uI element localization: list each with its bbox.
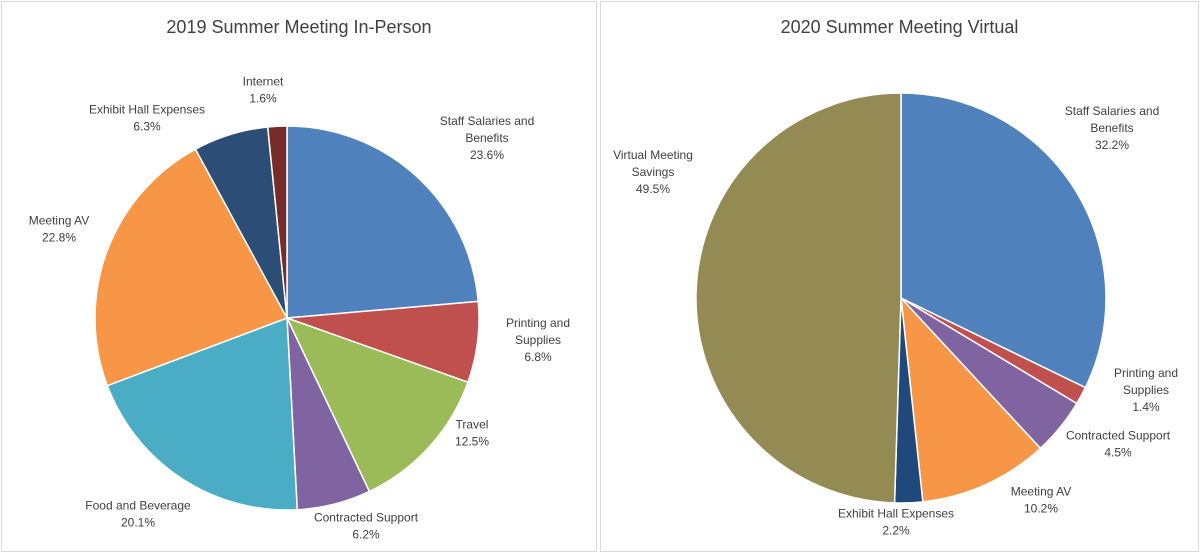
pie-slice-virtual-meeting-savings <box>695 92 902 504</box>
slice-label-contracted-support: Contracted Support 4.5% <box>1066 429 1171 460</box>
slice-label-exhibit-hall-expenses: Exhibit Hall Expenses 6.3% <box>89 103 205 134</box>
slice-label-staff-salaries-and-benefits: Staff Salaries and Benefits 23.6% <box>440 114 535 162</box>
pie-slice-internet <box>266 125 288 319</box>
pie-slice-staff-salaries-and-benefits <box>900 92 1107 389</box>
pie-slice-travel <box>286 317 469 493</box>
chart-title-2020: 2020 Summer Meeting Virtual <box>780 17 1019 37</box>
slice-label-travel: Travel 12.5% <box>455 418 489 449</box>
slice-label-meeting-av: Meeting AV 22.8% <box>29 214 89 245</box>
slice-label-food-and-beverage: Food and Beverage 20.1% <box>85 499 191 530</box>
slice-label-exhibit-hall-expenses: Exhibit Hall Expenses 2.2% <box>838 507 954 538</box>
slice-label-internet: Internet 1.6% <box>243 75 284 106</box>
pie-slice-staff-salaries-and-benefits <box>286 125 480 319</box>
chart-panel-2019: 2019 Summer Meeting In-Person Staff Sala… <box>1 1 597 552</box>
chart-panel-2020: 2020 Summer Meeting Virtual Staff Salari… <box>600 1 1199 552</box>
pie-chart-2019: Staff Salaries and Benefits 23.6% Printing … <box>29 75 570 542</box>
slice-label-meeting-av: Meeting AV 10.2% <box>1011 485 1071 516</box>
pie-slice-meeting-av <box>94 148 288 387</box>
slice-label-printing-and-supplies: Printing and Supplies 1.4% <box>1114 366 1178 414</box>
slice-label-contracted-support: Contracted Support 6.2% <box>314 511 419 542</box>
slice-label-virtual-meeting-savings: Virtual Meeting Savings 49.5% <box>613 148 693 196</box>
slice-label-staff-salaries-and-benefits: Staff Salaries and Benefits 32.2% <box>1065 104 1160 152</box>
slice-label-printing-and-supplies: Printing and Supplies 6.8% <box>506 316 570 364</box>
pie-slice-food-and-beverage <box>106 317 299 511</box>
pie-chart-2020: Staff Salaries and Benefits 32.2% Printing … <box>613 92 1178 538</box>
chart-title-2019: 2019 Summer Meeting In-Person <box>166 17 432 37</box>
pie-slice-meeting-av <box>900 297 1042 503</box>
